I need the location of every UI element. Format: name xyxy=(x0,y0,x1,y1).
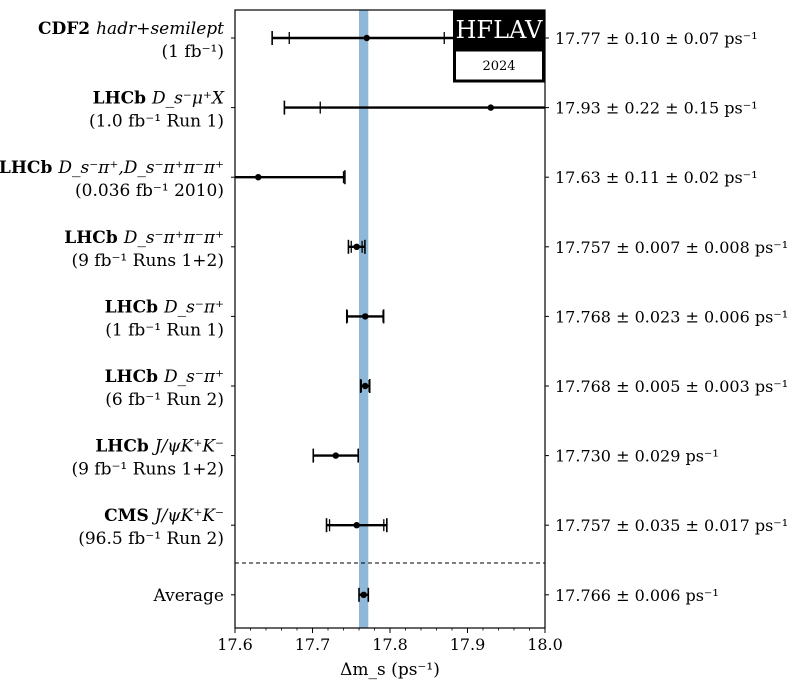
row-title: CMS J/ψK⁺K⁻ xyxy=(104,506,224,526)
experiment-name: LHCb xyxy=(105,297,159,317)
axis-layer: 17.6 17.7 17.8 17.9 18.0 Δm_s (ps⁻¹) xyxy=(217,562,563,680)
channel-name: J/ψK⁺K⁻ xyxy=(152,437,224,457)
dataset-label: (0.036 fb⁻¹ 2010) xyxy=(75,181,224,201)
dataset-label: (1 fb⁻¹ Run 1) xyxy=(105,320,224,340)
logo-name: HFLAV xyxy=(456,16,544,44)
measurement-row xyxy=(283,100,545,115)
dataset-label: (6 fb⁻¹ Run 2) xyxy=(105,390,224,410)
row-labels-layer: CDF2 hadr+semilept(1 fb⁻¹)LHCb D_s⁻μ⁺X(1.0… xyxy=(0,19,225,606)
result-text: 17.766 ± 0.006 ps⁻¹ xyxy=(555,586,719,605)
row-label: LHCb D_s⁻π⁺ (1 fb⁻¹ Run 1) xyxy=(105,297,224,340)
x-tick-label: 17.9 xyxy=(450,635,486,654)
experiment-name: LHCb xyxy=(93,89,147,109)
central-value-point xyxy=(255,174,262,181)
central-value-point xyxy=(362,313,369,320)
central-value-point xyxy=(363,34,370,42)
result-text: 17.77 ± 0.10 ± 0.07 ps⁻¹ xyxy=(555,29,758,48)
result-text: 17.757 ± 0.035 ± 0.017 ps⁻¹ xyxy=(555,516,788,535)
logo-top-box xyxy=(453,10,545,50)
hflav-logo: HFLAV 2024 xyxy=(453,10,545,83)
row-label: LHCb D_s⁻π⁺π⁻π⁺ (9 fb⁻¹ Runs 1+2) xyxy=(64,228,224,271)
row-title: CDF2 hadr+semilept xyxy=(38,19,224,39)
x-tick-label: 17.8 xyxy=(372,635,408,654)
dataset-label: (9 fb⁻¹ Runs 1+2) xyxy=(71,460,224,480)
central-value-point xyxy=(362,382,369,390)
dataset-label: (1 fb⁻¹) xyxy=(162,42,224,62)
result-text: 17.768 ± 0.023 ± 0.006 ps⁻¹ xyxy=(555,307,788,326)
channel-name: D_s⁻π⁺ xyxy=(163,297,224,317)
result-text: 17.730 ± 0.029 ps⁻¹ xyxy=(555,447,719,466)
measurement-bars-layer xyxy=(231,31,549,602)
central-value-point xyxy=(487,104,494,111)
channel-name: D_s⁻π⁺,D_s⁻π⁺π⁻π⁺ xyxy=(57,158,224,178)
x-tick-label: 17.6 xyxy=(217,635,253,654)
experiment-name: LHCb xyxy=(0,158,52,178)
row-title: LHCb D_s⁻μ⁺X xyxy=(93,89,225,109)
central-value-point xyxy=(360,591,367,598)
row-title: LHCb D_s⁻π⁺,D_s⁻π⁺π⁻π⁺ xyxy=(0,158,224,178)
x-tick-label: 18.0 xyxy=(527,635,563,654)
x-axis-title: Δm_s (ps⁻¹) xyxy=(340,660,440,680)
channel-name: hadr+semilept xyxy=(96,19,224,39)
channel-name: D_s⁻μ⁺X xyxy=(151,89,225,109)
row-label: LHCb D_s⁻μ⁺X (1.0 fb⁻¹ Run 1) xyxy=(89,89,225,132)
channel-name: J/ψK⁺K⁻ xyxy=(152,506,224,526)
central-value-point xyxy=(353,243,360,250)
result-text: 17.757 ± 0.007 ± 0.008 ps⁻¹ xyxy=(555,238,788,257)
row-title: LHCb D_s⁻π⁺ xyxy=(105,297,224,317)
experiment-name: LHCb xyxy=(105,367,159,387)
logo-year: 2024 xyxy=(482,59,515,74)
dataset-label: (9 fb⁻¹ Runs 1+2) xyxy=(71,251,224,271)
row-label: Average xyxy=(153,586,224,606)
central-value-point xyxy=(332,452,339,459)
measurement-row xyxy=(345,309,385,324)
measurement-row xyxy=(359,379,371,393)
result-text: 17.93 ± 0.22 ± 0.15 ps⁻¹ xyxy=(555,99,758,118)
result-text: 17.63 ± 0.11 ± 0.02 ps⁻¹ xyxy=(555,168,758,187)
experiment-name: CDF2 xyxy=(38,19,90,39)
row-title: LHCb D_s⁻π⁺ xyxy=(105,367,224,387)
row-label: LHCb D_s⁻π⁺,D_s⁻π⁺π⁻π⁺ (0.036 fb⁻¹ 2010) xyxy=(0,158,224,201)
experiment-name: LHCb xyxy=(64,228,118,248)
row-title: LHCb J/ψK⁺K⁻ xyxy=(95,437,224,457)
row-label: LHCb J/ψK⁺K⁻ (9 fb⁻¹ Runs 1+2) xyxy=(71,437,224,480)
row-label: CDF2 hadr+semilept (1 fb⁻¹) xyxy=(38,19,224,62)
measurement-row xyxy=(312,448,360,463)
average-label: Average xyxy=(153,586,224,606)
measurement-row xyxy=(325,518,388,533)
dataset-label: (1.0 fb⁻¹ Run 1) xyxy=(89,112,224,132)
row-label: LHCb D_s⁻π⁺ (6 fb⁻¹ Run 2) xyxy=(105,367,224,410)
results-layer: 17.77 ± 0.10 ± 0.07 ps⁻¹ 17.93 ± 0.22 ± 0… xyxy=(555,29,788,605)
experiment-name: LHCb xyxy=(95,437,149,457)
measurement-row xyxy=(347,239,366,254)
measurement-row xyxy=(235,170,346,185)
plot-frame xyxy=(234,9,546,629)
logo-bottom-box xyxy=(453,48,545,83)
row-label: CMS J/ψK⁺K⁻ (96.5 fb⁻¹ Run 2) xyxy=(78,506,224,549)
result-text: 17.768 ± 0.005 ± 0.003 ps⁻¹ xyxy=(555,377,788,396)
measurement-row xyxy=(358,587,370,602)
channel-name: D_s⁻π⁺ xyxy=(163,367,224,387)
row-title: LHCb D_s⁻π⁺π⁻π⁺ xyxy=(64,228,224,248)
channel-name: D_s⁻π⁺π⁻π⁺ xyxy=(123,228,224,248)
dataset-label: (96.5 fb⁻¹ Run 2) xyxy=(78,529,224,549)
experiment-name: CMS xyxy=(104,506,149,526)
central-value-point xyxy=(353,522,360,529)
x-tick-label: 17.7 xyxy=(295,635,331,654)
